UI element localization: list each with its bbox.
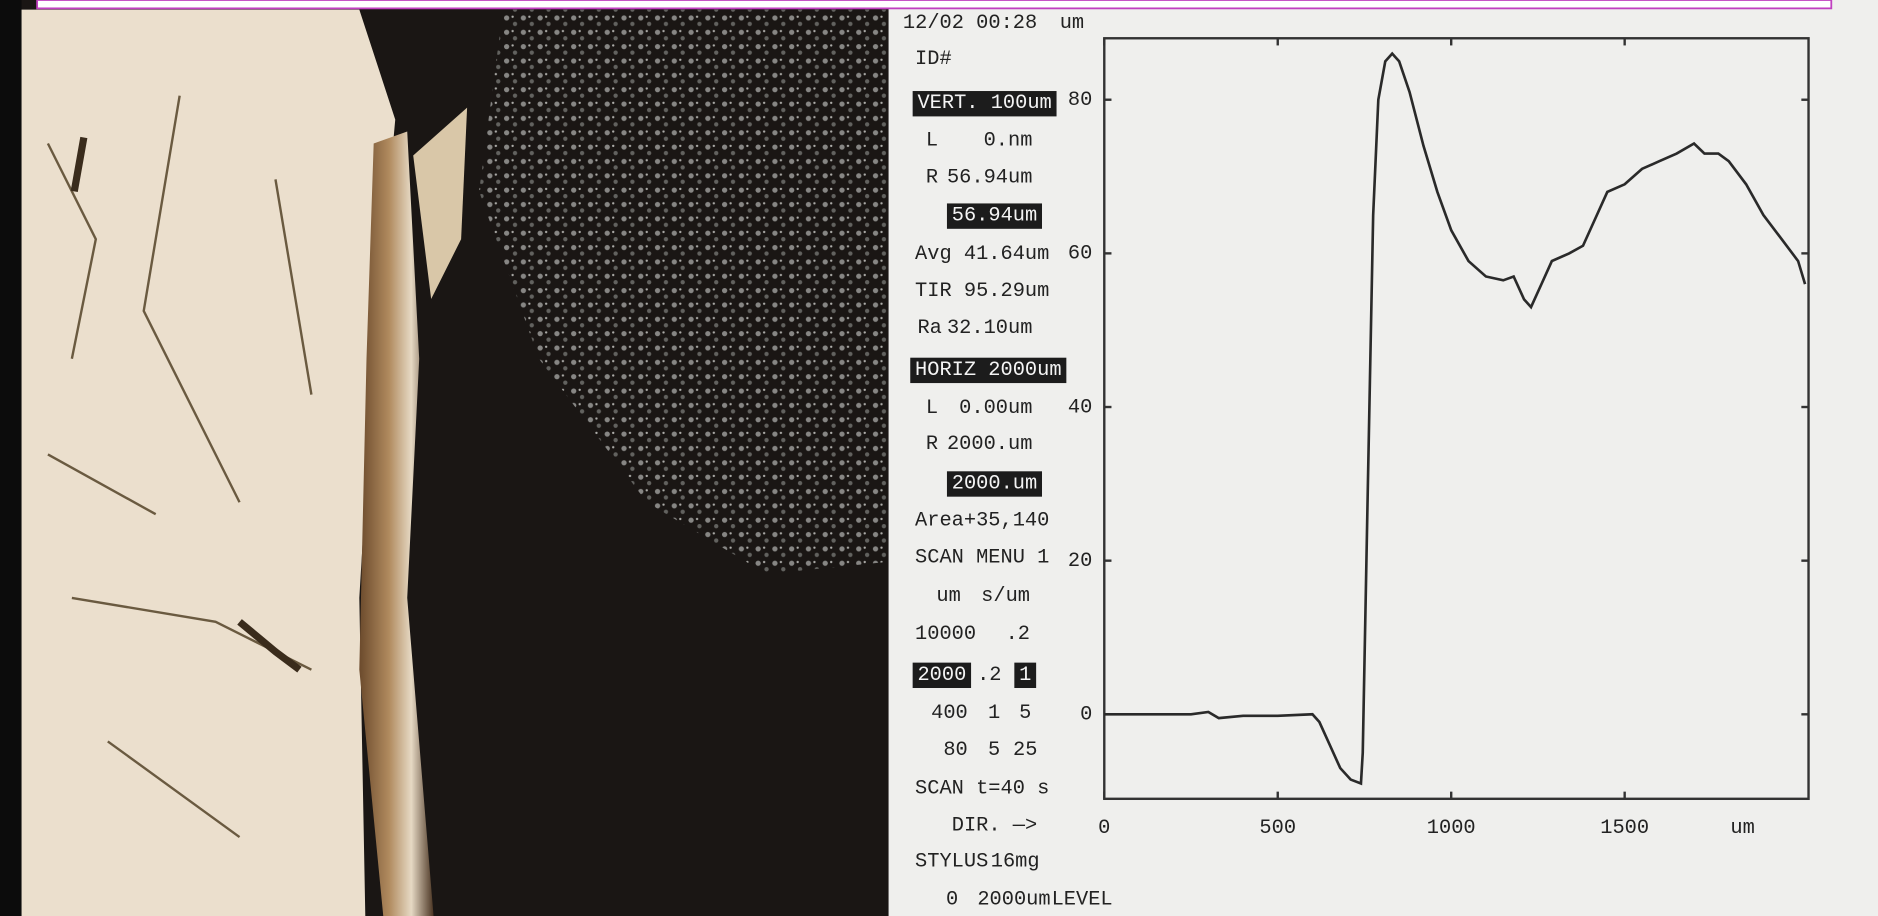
panel-text: s/um <box>981 585 1030 608</box>
panel-text: 80 <box>943 739 967 762</box>
panel-text: TIR 95.29um <box>915 280 1049 303</box>
panel-text: 400 <box>931 702 968 725</box>
panel-text: VERT. 100um <box>917 92 1051 115</box>
panel-text: 2000.um <box>947 433 1032 456</box>
panel-text: 16mg <box>991 850 1040 873</box>
panel-text: ID# <box>915 48 952 71</box>
panel-text: .2 <box>1006 623 1030 646</box>
panel-text: 1 <box>988 702 1000 725</box>
panel-text: L <box>926 397 938 420</box>
panel-text: 1 <box>1019 664 1031 687</box>
panel-text: Avg 41.64um <box>915 243 1049 266</box>
y-tick-label: 0 <box>1080 704 1092 727</box>
y-tick-label: 40 <box>1068 396 1092 419</box>
panel-text: 10000 <box>915 623 976 646</box>
panel-text: 12/02 00:28 <box>903 12 1037 35</box>
top-bar <box>37 0 1831 8</box>
y-tick-label: 20 <box>1068 550 1092 573</box>
panel-text: Ra <box>917 317 941 340</box>
x-tick-label: 500 <box>1259 817 1296 840</box>
panel-text: 2000.um <box>952 472 1037 495</box>
panel-text: 0 <box>946 889 958 912</box>
x-axis-label: um <box>1730 817 1754 840</box>
panel-text: 0.00um <box>959 397 1032 420</box>
panel-text: R <box>926 433 938 456</box>
x-tick-label: 1500 <box>1600 817 1649 840</box>
panel-text: um <box>936 585 960 608</box>
y-axis-label: um <box>1060 12 1084 35</box>
microscope-photo <box>0 0 889 916</box>
panel-text: SCAN t=40 s <box>915 777 1049 800</box>
panel-text: 5 <box>988 739 1000 762</box>
x-tick-label: 0 <box>1098 817 1110 840</box>
panel-text: HORIZ 2000um <box>915 359 1062 382</box>
panel-text: STYLUS <box>915 850 988 873</box>
panel-text: .2 <box>977 664 1001 687</box>
panel-text: 5 <box>1019 702 1031 725</box>
panel-text: 25 <box>1013 739 1037 762</box>
y-tick-label: 60 <box>1068 243 1092 266</box>
screenshot: 12/02 00:28ID#VERT. 100umL0.nmR56.94um56… <box>0 0 1878 916</box>
panel-text: LEVEL <box>1052 889 1113 912</box>
panel-text: 56.94um <box>947 166 1032 189</box>
panel-text: L <box>926 129 938 152</box>
panel-text: Area+35,140 <box>915 510 1049 533</box>
panel-text: 32.10um <box>947 317 1032 340</box>
page: {"chart_data": {"type": "line", "y_label… <box>0 0 1878 916</box>
panel-text: 56.94um <box>952 205 1037 228</box>
x-tick-label: 1000 <box>1427 817 1476 840</box>
panel-text: 0.nm <box>984 129 1033 152</box>
panel-text: R <box>926 166 938 189</box>
y-tick-label: 80 <box>1068 89 1092 112</box>
panel-text: SCAN MENU 1 <box>915 547 1049 570</box>
panel-text: 2000um <box>977 889 1050 912</box>
panel-text: 2000 <box>917 664 966 687</box>
panel-text: DIR. —> <box>952 815 1037 838</box>
